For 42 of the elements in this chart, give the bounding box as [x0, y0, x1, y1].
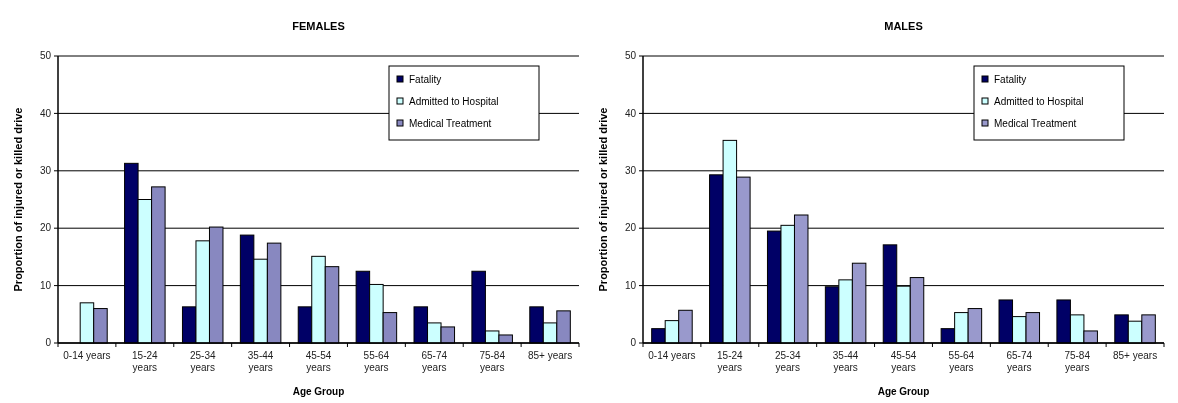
- x-tick-label: 55-64 years: [948, 350, 975, 373]
- x-tick-label: 75-84 years: [1064, 350, 1091, 373]
- y-tick-label: 20: [39, 222, 52, 234]
- x-tick-label: 25-34 years: [774, 350, 801, 373]
- y-tick-label: 10: [624, 279, 637, 291]
- y-tick-label: 10: [39, 279, 52, 291]
- x-tick-label: 65-74 years: [421, 350, 448, 373]
- x-tick-label: 45-54 years: [305, 350, 332, 373]
- y-tick-label: 50: [39, 50, 52, 62]
- x-tick-label: 0-14 years: [648, 350, 696, 361]
- x-tick-label: 15-24 years: [717, 350, 744, 373]
- x-tick-label: 35-44 years: [832, 350, 859, 373]
- x-tick-label: 0-14 years: [63, 350, 111, 361]
- legend-label: Fatality: [994, 74, 1027, 86]
- x-axis-title: Age Group: [292, 386, 345, 397]
- x-tick-label: 65-74 years: [1006, 350, 1033, 373]
- x-tick-label: 85+ years: [527, 350, 573, 361]
- chart-title: FEMALES: [292, 20, 345, 32]
- y-tick-label: 20: [624, 222, 637, 234]
- legend-label: Fatality: [409, 74, 442, 86]
- x-tick-label: 75-84 years: [479, 350, 506, 373]
- y-tick-label: 50: [624, 50, 637, 62]
- y-tick-label: 30: [624, 165, 637, 176]
- x-tick-label: 25-34 years: [189, 350, 216, 373]
- legend-label: Medical Treatment: [409, 118, 492, 130]
- x-tick-label: 35-44 years: [247, 350, 274, 373]
- y-axis-title: Proportion of injured or killed drive: [12, 107, 24, 292]
- x-tick-label: 15-24 years: [132, 350, 159, 373]
- chart-title: MALES: [884, 20, 923, 32]
- legend-label: Admitted to Hospital: [409, 96, 499, 108]
- y-tick-label: 0: [45, 337, 52, 349]
- y-tick-label: 40: [624, 107, 637, 119]
- y-tick-label: 30: [39, 165, 52, 176]
- y-axis-title: Proportion of injured or killed drive: [597, 107, 609, 292]
- y-tick-label: 0: [630, 337, 637, 349]
- legend-label: Admitted to Hospital: [994, 96, 1084, 108]
- y-tick-label: 40: [39, 107, 52, 119]
- x-tick-label: 45-54 years: [890, 350, 917, 373]
- legend-label: Medical Treatment: [994, 118, 1077, 130]
- x-axis-title: Age Group: [877, 386, 930, 397]
- x-tick-label: 85+ years: [1112, 350, 1158, 361]
- x-tick-label: 55-64 years: [363, 350, 390, 373]
